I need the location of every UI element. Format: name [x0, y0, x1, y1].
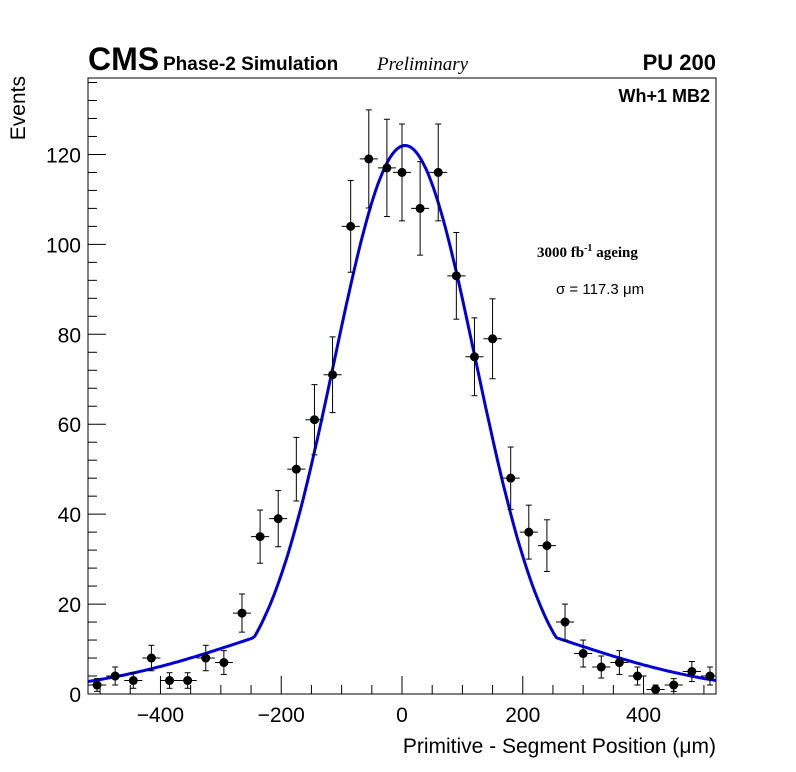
data-point	[465, 317, 484, 397]
data-point	[628, 666, 647, 686]
data-point	[287, 436, 306, 502]
data-point	[574, 639, 593, 668]
data-points	[88, 109, 716, 695]
data-point	[305, 384, 324, 456]
y-axis-title: Events	[7, 76, 30, 140]
pileup-label: PU 200	[643, 50, 716, 75]
ageing-label: 3000 fb-1 ageing	[537, 243, 638, 261]
data-point	[700, 666, 716, 686]
y-axis: 0 20 40 60 80 100 120	[46, 81, 106, 707]
data-point	[646, 684, 665, 695]
y-tick-label: 80	[58, 324, 81, 347]
data-point	[592, 655, 611, 679]
y-tick-label: 40	[58, 504, 81, 527]
data-point	[483, 298, 502, 380]
data-point	[501, 446, 520, 510]
data-point	[519, 504, 538, 560]
data-point	[142, 644, 161, 672]
x-tick-label: −200	[258, 704, 305, 727]
data-point	[359, 109, 378, 209]
data-point	[196, 644, 215, 672]
y-tick-label: 120	[46, 144, 81, 167]
data-point	[178, 672, 197, 689]
y-tick-label: 100	[46, 234, 81, 257]
fit-curve	[87, 143, 717, 683]
data-point	[251, 509, 270, 564]
data-point	[664, 678, 683, 692]
data-point	[429, 123, 448, 222]
y-tick-label: 60	[58, 414, 81, 437]
preliminary-label: Preliminary	[376, 54, 469, 75]
x-tick-label: 200	[505, 704, 540, 727]
data-point	[124, 672, 143, 689]
x-tick-label: −400	[137, 704, 184, 727]
phase2-simulation-label: Phase-2 Simulation	[163, 54, 338, 75]
data-point	[377, 118, 396, 218]
data-point	[88, 678, 107, 692]
data-point	[341, 180, 360, 273]
data-point	[555, 603, 575, 641]
data-point	[392, 123, 412, 222]
fit-sigma-label: σ = 117.3 μm	[556, 281, 644, 298]
chamber-label: Wh+1 MB2	[618, 86, 710, 106]
data-point	[682, 660, 701, 683]
data-point	[214, 650, 233, 675]
x-axis: −400 −200 0 200 400	[99, 676, 705, 727]
y-tick-label: 20	[58, 594, 81, 617]
data-point	[610, 650, 629, 675]
x-tick-label: 0	[396, 704, 408, 727]
data-point	[232, 593, 252, 633]
data-point	[106, 666, 125, 686]
data-point	[323, 336, 342, 414]
data-point	[269, 490, 288, 548]
cms-label: CMS	[88, 41, 159, 77]
data-point	[160, 672, 179, 689]
data-point	[447, 231, 466, 320]
x-axis-title: Primitive - Segment Position (μm)	[403, 735, 716, 758]
data-point	[411, 161, 430, 256]
x-tick-label: 400	[626, 704, 661, 727]
data-point	[537, 519, 556, 572]
y-tick-label: 0	[69, 684, 81, 707]
